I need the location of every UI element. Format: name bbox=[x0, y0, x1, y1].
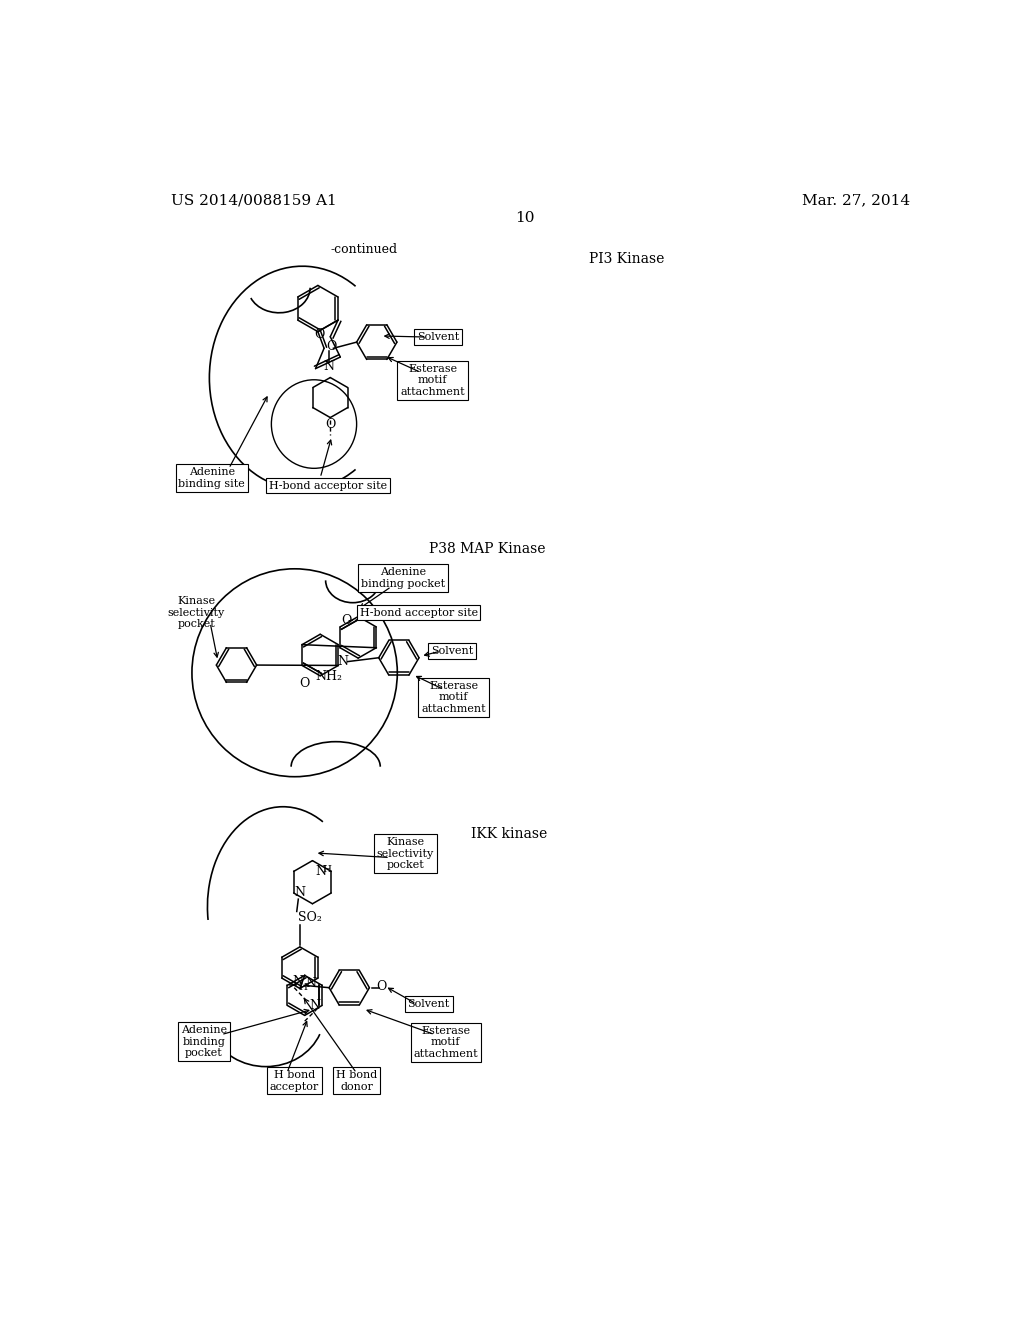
Text: Esterase
motif
attachment: Esterase motif attachment bbox=[414, 1026, 478, 1059]
Text: N: N bbox=[294, 887, 305, 899]
Text: Kinase
selectivity
pocket: Kinase selectivity pocket bbox=[377, 837, 434, 870]
Text: H bond
donor: H bond donor bbox=[336, 1071, 377, 1092]
Text: N: N bbox=[338, 655, 348, 668]
Text: H-bond acceptor site: H-bond acceptor site bbox=[269, 480, 387, 491]
Text: Esterase
motif
attachment: Esterase motif attachment bbox=[421, 681, 485, 714]
Text: O: O bbox=[376, 979, 386, 993]
Text: N: N bbox=[306, 977, 316, 990]
Text: NH₂: NH₂ bbox=[315, 671, 343, 684]
Text: Kinase
selectivity
pocket: Kinase selectivity pocket bbox=[168, 597, 225, 630]
Text: 10: 10 bbox=[515, 211, 535, 224]
Text: P38 MAP Kinase: P38 MAP Kinase bbox=[429, 543, 545, 556]
Text: PI3 Kinase: PI3 Kinase bbox=[589, 252, 665, 267]
Text: H: H bbox=[323, 866, 332, 874]
Text: Adenine
binding site: Adenine binding site bbox=[178, 467, 245, 488]
Text: N: N bbox=[293, 975, 303, 989]
Text: -continued: -continued bbox=[331, 243, 398, 256]
Text: IKK kinase: IKK kinase bbox=[471, 826, 547, 841]
Text: O: O bbox=[327, 341, 337, 354]
Text: N: N bbox=[324, 360, 334, 374]
Text: H: H bbox=[298, 983, 307, 993]
Text: SO₂: SO₂ bbox=[298, 911, 322, 924]
Text: Adenine
binding
pocket: Adenine binding pocket bbox=[181, 1026, 227, 1059]
Text: Esterase
motif
attachment: Esterase motif attachment bbox=[400, 363, 465, 397]
Text: Solvent: Solvent bbox=[417, 333, 459, 342]
Text: Mar. 27, 2014: Mar. 27, 2014 bbox=[802, 193, 910, 207]
Text: H bond
acceptor: H bond acceptor bbox=[270, 1071, 319, 1092]
Text: O: O bbox=[299, 677, 310, 690]
Text: O: O bbox=[325, 418, 336, 432]
Text: H-bond acceptor site: H-bond acceptor site bbox=[359, 607, 477, 618]
Text: Solvent: Solvent bbox=[408, 999, 450, 1008]
Text: Adenine
binding pocket: Adenine binding pocket bbox=[361, 568, 445, 589]
Text: Solvent: Solvent bbox=[431, 647, 473, 656]
Text: US 2014/0088159 A1: US 2014/0088159 A1 bbox=[171, 193, 336, 207]
Text: O: O bbox=[314, 327, 325, 341]
Text: N: N bbox=[309, 999, 321, 1012]
Text: N: N bbox=[315, 865, 326, 878]
Text: O: O bbox=[341, 614, 351, 627]
